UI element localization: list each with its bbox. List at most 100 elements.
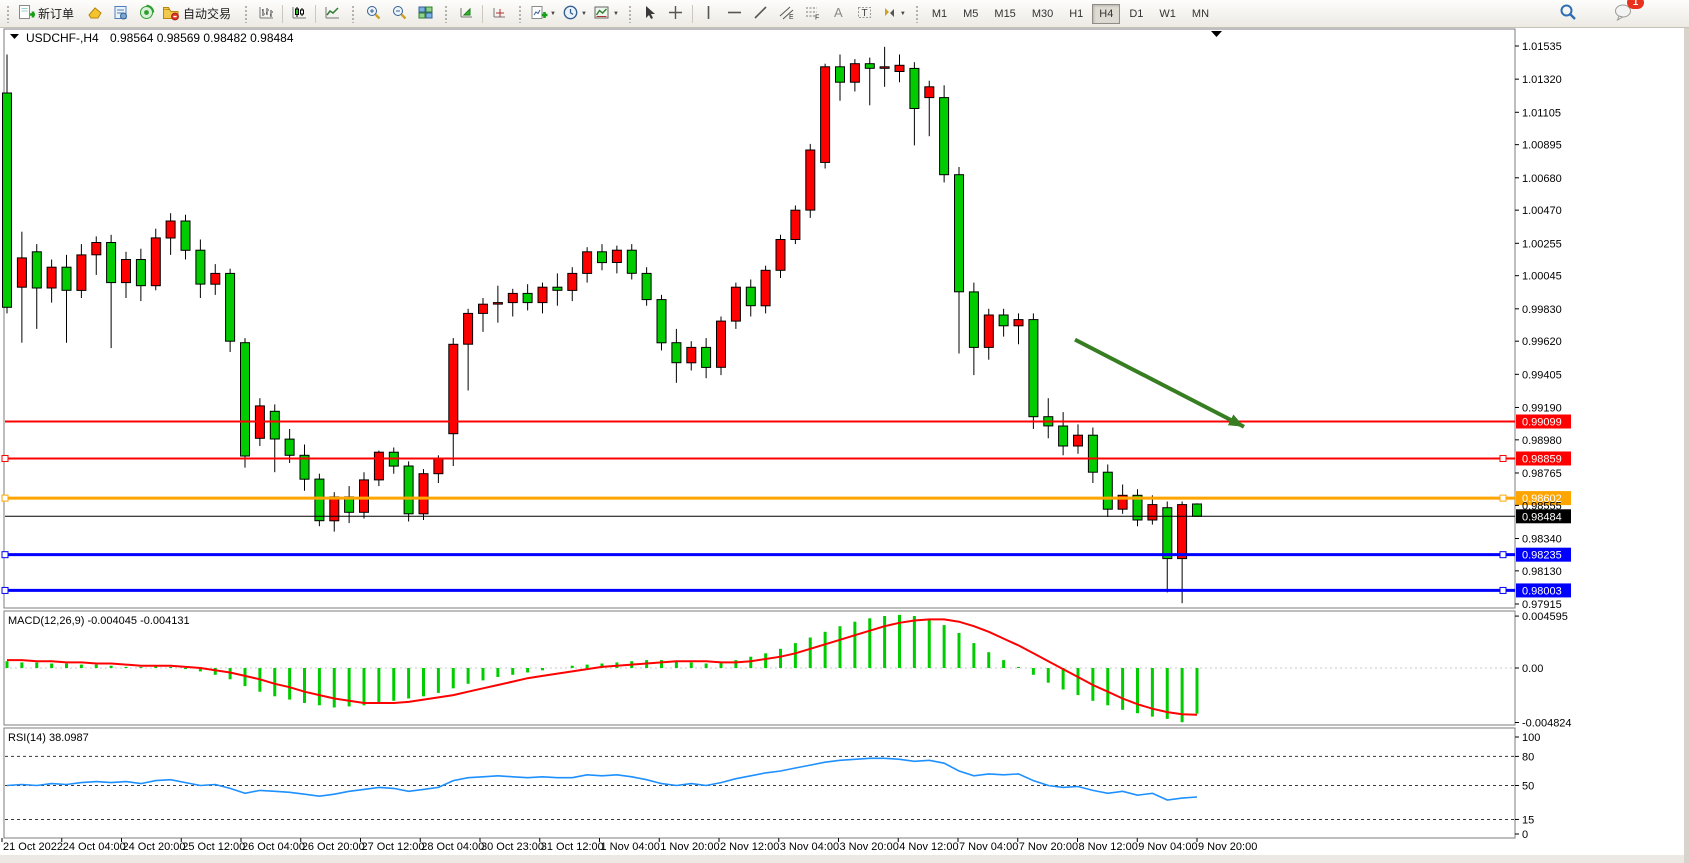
candle-body[interactable]: [150, 237, 161, 287]
search-button[interactable]: [1556, 2, 1580, 26]
candle-body[interactable]: [745, 286, 756, 307]
tile-windows-button[interactable]: [413, 2, 437, 26]
toolbar-grip-handle[interactable]: [518, 4, 524, 23]
candle-body[interactable]: [879, 66, 890, 69]
horizontal-line-button[interactable]: [723, 2, 747, 26]
text-label-button[interactable]: T: [853, 2, 877, 26]
timeframe-mn-button[interactable]: MN: [1185, 4, 1216, 24]
candle-body[interactable]: [998, 314, 1009, 327]
candle-body[interactable]: [924, 86, 935, 99]
line-handle[interactable]: [1499, 551, 1507, 559]
symbol-dropdown-icon[interactable]: [10, 34, 19, 39]
timeframe-h4-button[interactable]: H4: [1092, 3, 1121, 24]
crosshair-button[interactable]: [664, 2, 688, 26]
candle-body[interactable]: [537, 286, 548, 304]
candle-body[interactable]: [433, 457, 444, 475]
candle-body[interactable]: [46, 266, 57, 289]
candle-body[interactable]: [492, 302, 503, 305]
line-handle[interactable]: [1, 586, 9, 594]
chat-button[interactable]: 1: [1612, 0, 1644, 26]
candle-body[interactable]: [373, 451, 384, 481]
candle-body[interactable]: [730, 286, 741, 322]
candle-body[interactable]: [418, 473, 429, 515]
candle-body[interactable]: [91, 242, 102, 256]
zoom-out-button[interactable]: [387, 2, 411, 26]
candle-body[interactable]: [968, 291, 979, 348]
trend-arrow-object[interactable]: [1074, 337, 1245, 429]
timeframe-m15-button[interactable]: M15: [987, 4, 1022, 24]
candle-body[interactable]: [775, 239, 786, 271]
candle-body[interactable]: [210, 272, 221, 285]
candle-body[interactable]: [478, 303, 488, 314]
line-handle[interactable]: [1499, 454, 1507, 462]
line-chart-button[interactable]: [320, 2, 344, 26]
candle-body[interactable]: [522, 292, 533, 304]
candle-body[interactable]: [656, 299, 667, 344]
candle-body[interactable]: [269, 410, 280, 440]
candle-body[interactable]: [225, 272, 236, 342]
candle-body[interactable]: [403, 465, 414, 515]
candle-body[interactable]: [1177, 504, 1188, 560]
candle-body[interactable]: [805, 149, 816, 211]
candle-body[interactable]: [1132, 494, 1143, 521]
candle-body[interactable]: [701, 346, 712, 368]
candle-body[interactable]: [626, 249, 637, 274]
candle-body[interactable]: [1102, 471, 1113, 510]
candle-body[interactable]: [76, 254, 87, 291]
candle-body[interactable]: [1117, 494, 1128, 510]
candle-body[interactable]: [31, 251, 42, 289]
line-handle[interactable]: [1499, 586, 1507, 594]
autotrade-button[interactable]: 自动交易: [160, 2, 237, 26]
bar-chart-button[interactable]: [254, 2, 278, 26]
candlestick-chart-button[interactable]: [287, 2, 311, 26]
new-chart-button[interactable]: ▼: [528, 2, 558, 26]
candle-body[interactable]: [641, 272, 652, 301]
candle-body[interactable]: [195, 249, 206, 285]
timeframe-m5-button[interactable]: M5: [956, 4, 985, 24]
candle-body[interactable]: [1192, 503, 1202, 517]
line-handle[interactable]: [1, 454, 9, 462]
timeframe-h1-button[interactable]: H1: [1062, 4, 1090, 24]
trendline-button[interactable]: [749, 2, 773, 26]
candle-body[interactable]: [1013, 319, 1024, 327]
main-pane[interactable]: [3, 28, 1516, 609]
candle-body[interactable]: [359, 479, 369, 513]
candle-body[interactable]: [686, 346, 697, 364]
candle-body[interactable]: [894, 64, 905, 72]
candle-body[interactable]: [1058, 425, 1069, 447]
candle-body[interactable]: [1087, 434, 1098, 473]
crosshair-window-button[interactable]: [487, 2, 511, 26]
timeframe-m1-button[interactable]: M1: [925, 4, 954, 24]
candle-body[interactable]: [106, 242, 117, 284]
candle-body[interactable]: [909, 67, 920, 109]
toolbar-grip-handle[interactable]: [351, 4, 357, 23]
candle-body[interactable]: [864, 63, 875, 69]
timeframe-d1-button[interactable]: D1: [1122, 4, 1150, 24]
candle-body[interactable]: [1147, 504, 1158, 521]
candle-body[interactable]: [849, 63, 860, 83]
vertical-line-button[interactable]: [697, 2, 721, 26]
candle-body[interactable]: [16, 257, 27, 288]
candle-body[interactable]: [314, 478, 325, 522]
candle-body[interactable]: [299, 454, 310, 480]
candle-body[interactable]: [284, 438, 295, 456]
candle-body[interactable]: [835, 66, 845, 83]
toolbar-grip-handle[interactable]: [914, 4, 920, 23]
candle-body[interactable]: [820, 66, 831, 163]
line-handle[interactable]: [1499, 494, 1507, 502]
candle-body[interactable]: [552, 286, 563, 291]
toolbar-grip-handle[interactable]: [444, 4, 450, 23]
rsi-pane[interactable]: [3, 727, 1516, 839]
toolbar-grip-handle[interactable]: [627, 4, 633, 23]
timeframe-w1-button[interactable]: W1: [1152, 4, 1183, 24]
candle-body[interactable]: [760, 269, 771, 307]
candle-body[interactable]: [611, 249, 622, 263]
candle-body[interactable]: [240, 342, 250, 457]
candle-body[interactable]: [180, 220, 191, 251]
candle-body[interactable]: [597, 251, 607, 264]
text-button[interactable]: A: [827, 2, 851, 26]
arrows-button[interactable]: ▼: [879, 2, 908, 26]
navigator-button[interactable]: [134, 2, 158, 26]
candle-body[interactable]: [507, 292, 518, 304]
candle-body[interactable]: [983, 314, 994, 348]
